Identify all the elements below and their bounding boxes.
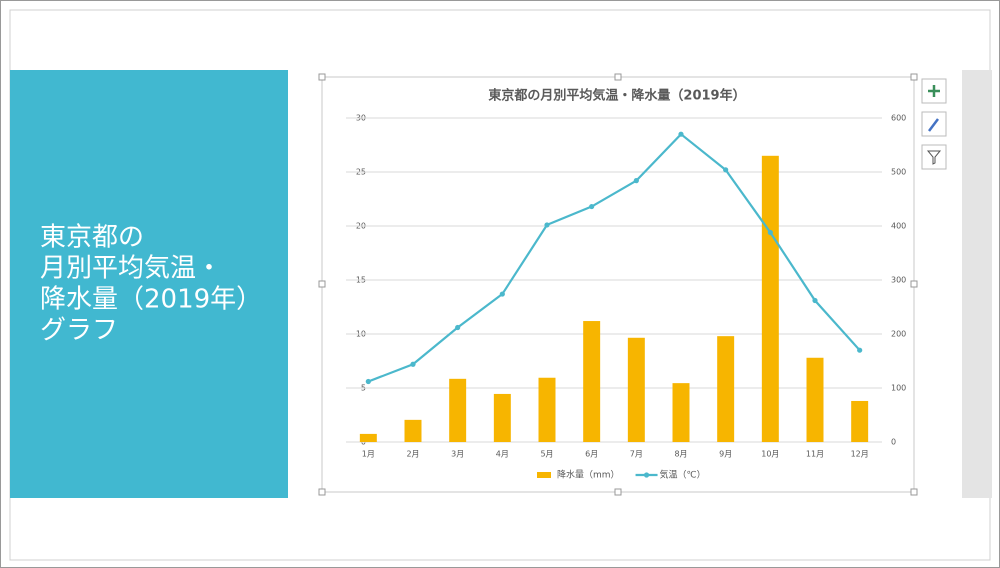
line-marker	[365, 378, 371, 385]
x-tick-label: 9月	[719, 450, 732, 459]
line	[367, 132, 861, 383]
line-marker	[812, 297, 818, 304]
x-tick-label: 11月	[806, 450, 824, 459]
selection-handles	[318, 73, 918, 496]
x-tick-label: 5月	[540, 450, 553, 459]
legend-swatch	[643, 472, 650, 478]
x-tick-label: 1月	[362, 450, 375, 459]
line-marker	[723, 167, 729, 173]
bar	[493, 393, 511, 442]
line-marker	[589, 203, 595, 210]
bar	[672, 383, 690, 442]
y2-tick-label: 0	[891, 438, 896, 447]
x-tick-label: 3月	[451, 450, 464, 459]
line-marker	[633, 178, 639, 184]
chart-title: 東京都の月別平均気温・降水量（2019年）	[488, 88, 745, 104]
x-tick-label: 10月	[761, 450, 779, 459]
bar	[404, 419, 422, 442]
slide-title-line: 東京都の	[40, 223, 144, 253]
bar	[538, 377, 556, 442]
x-tick-label: 6月	[585, 450, 598, 459]
x-tick-label: 12月	[851, 450, 869, 459]
x-tick-label: 8月	[674, 450, 687, 459]
y2-tick-label: 600	[891, 114, 906, 123]
line-marker	[678, 131, 684, 137]
bar	[627, 337, 645, 442]
slide-title-line: 降水量（2019年）	[40, 285, 262, 315]
bar	[449, 378, 467, 442]
slide-title-line: グラフ	[40, 316, 118, 346]
bar	[717, 336, 735, 442]
chart-filters-button[interactable]	[921, 144, 947, 170]
line-marker	[544, 222, 550, 228]
line-marker	[455, 324, 461, 331]
line-marker	[857, 347, 863, 353]
line-marker	[410, 361, 416, 367]
x-tick-label: 7月	[630, 450, 643, 459]
legend-swatch	[537, 472, 551, 478]
line-marker	[499, 291, 505, 297]
bar	[761, 155, 779, 443]
chart-elements-button[interactable]	[921, 78, 947, 104]
y2-tick-label: 200	[891, 330, 906, 339]
bar	[583, 321, 601, 442]
x-tick-label: 2月	[406, 450, 419, 459]
slide-title-line: 月別平均気温・	[40, 254, 222, 284]
y2-tick-label: 300	[891, 276, 906, 285]
bar	[806, 357, 824, 442]
chart-styles-button[interactable]	[921, 111, 947, 137]
legend-label: 気温（℃）	[660, 469, 706, 481]
title-panel	[10, 70, 288, 498]
bar	[359, 433, 377, 442]
y2-tick-label: 400	[891, 222, 906, 231]
line-marker	[767, 229, 773, 236]
y2-tick-label: 100	[891, 384, 906, 393]
y2-tick-label: 500	[891, 168, 906, 177]
side-strip	[962, 70, 992, 498]
legend-label: 降水量（mm）	[557, 469, 620, 481]
bar	[851, 400, 869, 442]
x-tick-label: 4月	[496, 450, 509, 459]
